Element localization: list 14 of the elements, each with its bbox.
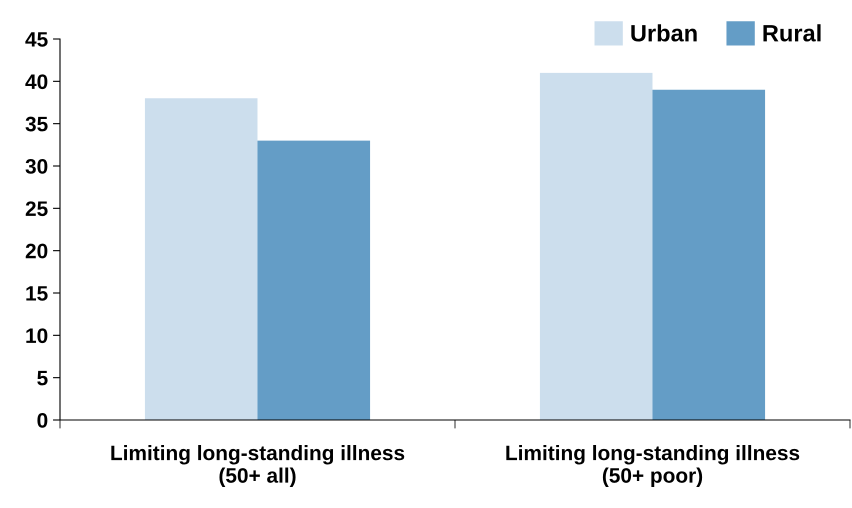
x-tick-label: Limiting long-standing illness (50+ poor) — [506, 445, 800, 487]
y-tick-label: 35 — [26, 116, 48, 132]
y-tick-label: 30 — [26, 159, 48, 174]
y-tick-label: 0 — [37, 413, 48, 428]
y-tick-label: 15 — [26, 286, 48, 301]
y-tick-label: 20 — [26, 244, 48, 258]
legend-label: Rural — [763, 24, 821, 42]
y-tick-label: 5 — [37, 370, 48, 386]
y-tick-label: 40 — [25, 74, 48, 90]
y-tick-label: 10 — [26, 328, 48, 344]
x-tick-label: Limiting long-standing illness (50+ all) — [111, 445, 404, 487]
y-tick-label: 45 — [25, 32, 48, 47]
legend-label: Urban — [631, 24, 697, 42]
y-tick-label: 25 — [26, 201, 48, 216]
